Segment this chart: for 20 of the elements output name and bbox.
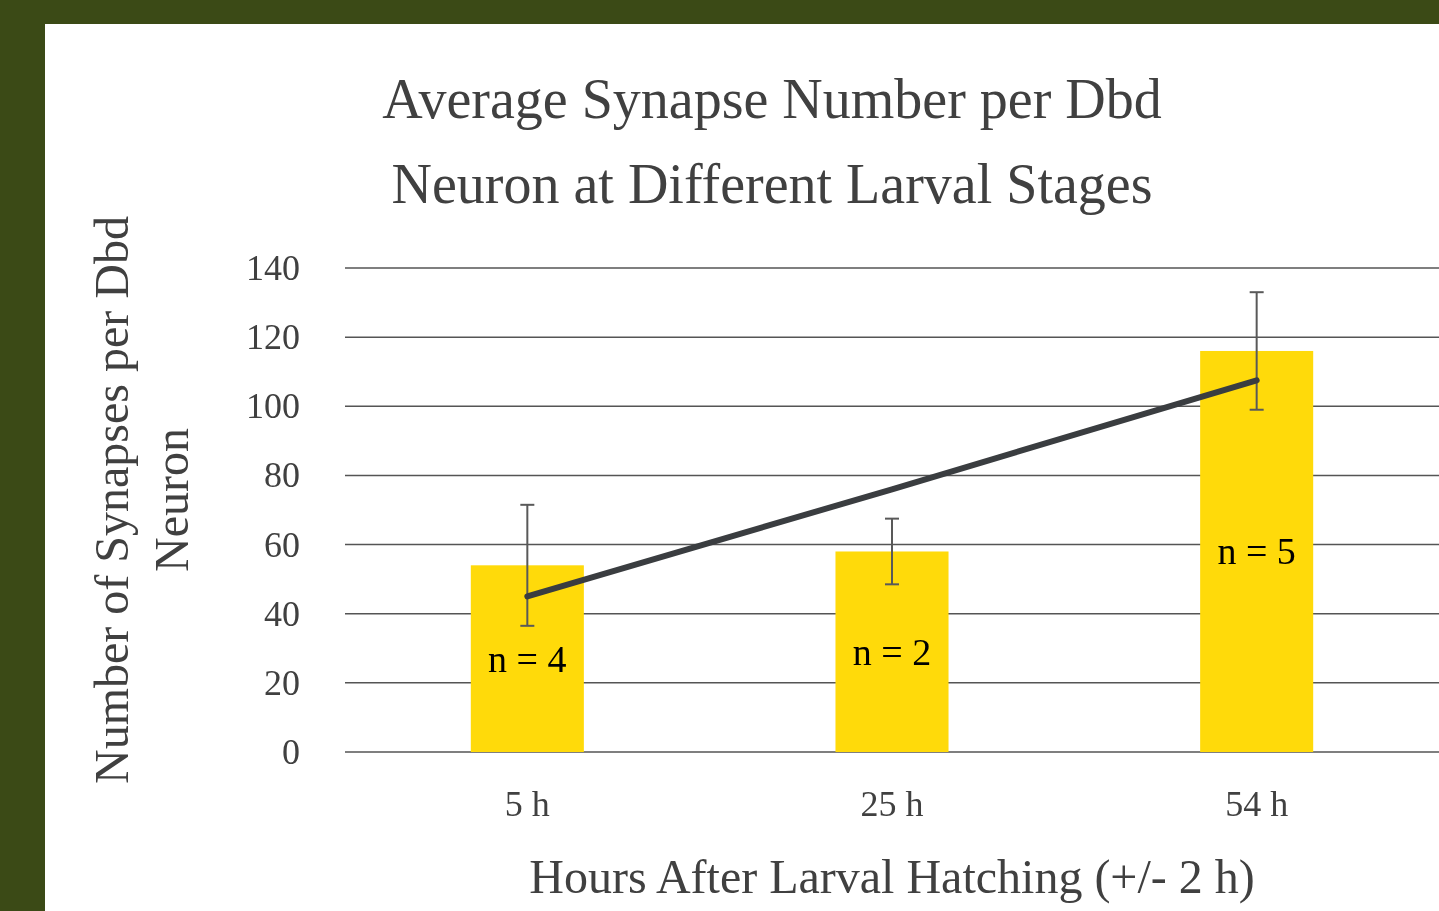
y-tick-label: 60 — [264, 524, 300, 565]
y-tick-label: 0 — [282, 732, 300, 773]
annotation: n = 5 — [1217, 530, 1296, 573]
x-tick-label: 25 h — [860, 783, 924, 824]
annotation: n = 4 — [488, 637, 567, 680]
bar — [835, 551, 949, 752]
x-tick-label: 5 h — [504, 783, 550, 824]
bar — [470, 565, 584, 752]
y-tick-label: 40 — [264, 593, 300, 634]
x-axis-title: Hours After Larval Hatching (+/- 2 h) — [529, 850, 1255, 904]
y-tick-label: 80 — [264, 455, 300, 496]
annotation: n = 2 — [852, 630, 932, 673]
y-axis-title: Number of Synapses per Dbd Neuron — [85, 216, 198, 784]
y-tick-label: 140 — [246, 248, 300, 289]
bar — [1200, 350, 1314, 752]
y-tick-label: 20 — [264, 662, 300, 703]
y-tick-label: 100 — [246, 386, 300, 427]
x-tick-label: 54 h — [1225, 783, 1289, 824]
y-tick-label: 120 — [246, 317, 300, 358]
chart-title: Average Synapse Number per Dbd Neuron at Different Larval Stages — [382, 68, 1162, 215]
